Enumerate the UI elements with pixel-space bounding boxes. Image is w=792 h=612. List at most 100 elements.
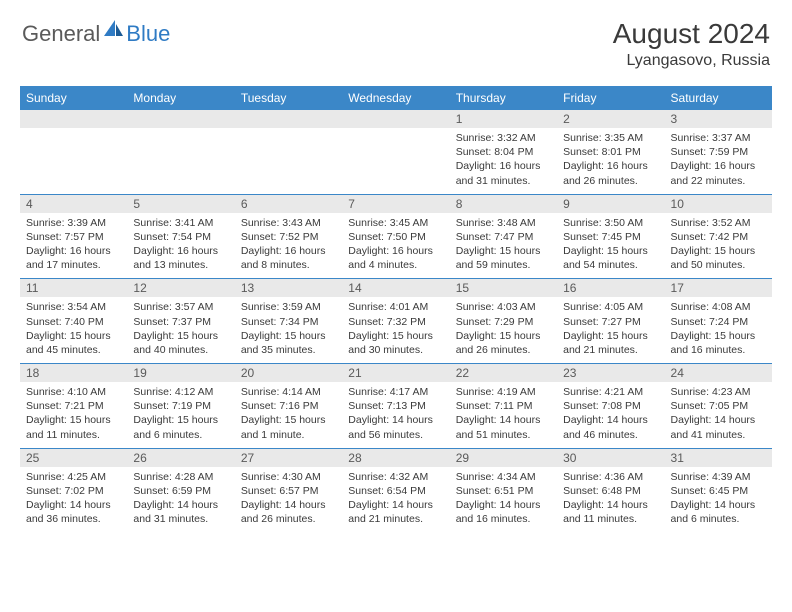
day-info-line: Daylight: 15 hours and 16 minutes. — [671, 329, 766, 357]
day-body: Sunrise: 3:32 AMSunset: 8:04 PMDaylight:… — [450, 128, 557, 194]
day-info-line: Daylight: 15 hours and 30 minutes. — [348, 329, 443, 357]
weekday-header: Tuesday — [235, 87, 342, 110]
day-number: 23 — [557, 364, 664, 382]
day-info-line: Sunset: 7:34 PM — [241, 315, 336, 329]
day-body: Sunrise: 4:10 AMSunset: 7:21 PMDaylight:… — [20, 382, 127, 448]
day-info-line: Sunset: 7:47 PM — [456, 230, 551, 244]
day-info-line: Sunset: 7:54 PM — [133, 230, 228, 244]
day-body: Sunrise: 4:14 AMSunset: 7:16 PMDaylight:… — [235, 382, 342, 448]
day-number: 13 — [235, 279, 342, 297]
day-info-line: Daylight: 15 hours and 21 minutes. — [563, 329, 658, 357]
day-body: Sunrise: 4:21 AMSunset: 7:08 PMDaylight:… — [557, 382, 664, 448]
logo-text-general: General — [22, 21, 100, 47]
day-info-line: Daylight: 14 hours and 26 minutes. — [241, 498, 336, 526]
day-body: Sunrise: 4:28 AMSunset: 6:59 PMDaylight:… — [127, 467, 234, 533]
day-cell: 6Sunrise: 3:43 AMSunset: 7:52 PMDaylight… — [235, 194, 342, 279]
day-info-line: Sunset: 7:32 PM — [348, 315, 443, 329]
calendar-week-row: 11Sunrise: 3:54 AMSunset: 7:40 PMDayligh… — [20, 279, 772, 364]
day-info-line: Sunrise: 4:12 AM — [133, 385, 228, 399]
day-cell: 24Sunrise: 4:23 AMSunset: 7:05 PMDayligh… — [665, 364, 772, 449]
logo-sail-icon — [102, 18, 124, 43]
day-info-line: Sunrise: 4:23 AM — [671, 385, 766, 399]
logo-text-blue: Blue — [126, 21, 170, 47]
day-body: Sunrise: 3:52 AMSunset: 7:42 PMDaylight:… — [665, 213, 772, 279]
day-body: Sunrise: 3:35 AMSunset: 8:01 PMDaylight:… — [557, 128, 664, 194]
day-info-line: Sunrise: 4:36 AM — [563, 470, 658, 484]
day-info-line: Sunset: 6:45 PM — [671, 484, 766, 498]
day-info-line: Sunset: 7:02 PM — [26, 484, 121, 498]
day-info-line: Sunrise: 4:05 AM — [563, 300, 658, 314]
day-info-line: Daylight: 14 hours and 16 minutes. — [456, 498, 551, 526]
day-body: Sunrise: 4:39 AMSunset: 6:45 PMDaylight:… — [665, 467, 772, 533]
day-number — [20, 110, 127, 128]
day-info-line: Sunset: 7:16 PM — [241, 399, 336, 413]
day-cell: 23Sunrise: 4:21 AMSunset: 7:08 PMDayligh… — [557, 364, 664, 449]
weekday-header: Friday — [557, 87, 664, 110]
day-cell: 27Sunrise: 4:30 AMSunset: 6:57 PMDayligh… — [235, 448, 342, 532]
location-label: Lyangasovo, Russia — [613, 52, 770, 70]
day-info-line: Sunset: 7:21 PM — [26, 399, 121, 413]
day-body: Sunrise: 4:12 AMSunset: 7:19 PMDaylight:… — [127, 382, 234, 448]
day-info-line: Sunset: 7:57 PM — [26, 230, 121, 244]
day-info-line: Sunrise: 4:28 AM — [133, 470, 228, 484]
weekday-header: Thursday — [450, 87, 557, 110]
day-info-line: Sunrise: 4:10 AM — [26, 385, 121, 399]
day-info-line: Sunset: 7:27 PM — [563, 315, 658, 329]
day-body — [127, 128, 234, 186]
day-number: 21 — [342, 364, 449, 382]
calendar-week-row: 25Sunrise: 4:25 AMSunset: 7:02 PMDayligh… — [20, 448, 772, 532]
day-number: 22 — [450, 364, 557, 382]
day-cell: 20Sunrise: 4:14 AMSunset: 7:16 PMDayligh… — [235, 364, 342, 449]
day-cell: 7Sunrise: 3:45 AMSunset: 7:50 PMDaylight… — [342, 194, 449, 279]
day-info-line: Sunrise: 3:50 AM — [563, 216, 658, 230]
day-cell: 3Sunrise: 3:37 AMSunset: 7:59 PMDaylight… — [665, 110, 772, 195]
day-number: 8 — [450, 195, 557, 213]
day-info-line: Sunrise: 3:57 AM — [133, 300, 228, 314]
page-header: General Blue August 2024 Lyangasovo, Rus… — [0, 0, 792, 78]
day-info-line: Sunset: 7:37 PM — [133, 315, 228, 329]
day-number: 9 — [557, 195, 664, 213]
day-body: Sunrise: 3:37 AMSunset: 7:59 PMDaylight:… — [665, 128, 772, 194]
day-info-line: Daylight: 15 hours and 59 minutes. — [456, 244, 551, 272]
day-cell: 31Sunrise: 4:39 AMSunset: 6:45 PMDayligh… — [665, 448, 772, 532]
day-info-line: Sunset: 7:45 PM — [563, 230, 658, 244]
day-info-line: Sunrise: 4:32 AM — [348, 470, 443, 484]
day-body: Sunrise: 4:03 AMSunset: 7:29 PMDaylight:… — [450, 297, 557, 363]
day-info-line: Daylight: 14 hours and 11 minutes. — [563, 498, 658, 526]
month-title: August 2024 — [613, 18, 770, 50]
day-info-line: Sunset: 6:57 PM — [241, 484, 336, 498]
day-cell: 26Sunrise: 4:28 AMSunset: 6:59 PMDayligh… — [127, 448, 234, 532]
day-info-line: Sunrise: 3:54 AM — [26, 300, 121, 314]
day-number: 3 — [665, 110, 772, 128]
day-number: 1 — [450, 110, 557, 128]
calendar-week-row: 4Sunrise: 3:39 AMSunset: 7:57 PMDaylight… — [20, 194, 772, 279]
day-info-line: Daylight: 16 hours and 8 minutes. — [241, 244, 336, 272]
day-info-line: Sunset: 7:11 PM — [456, 399, 551, 413]
day-cell: 17Sunrise: 4:08 AMSunset: 7:24 PMDayligh… — [665, 279, 772, 364]
day-info-line: Sunrise: 4:25 AM — [26, 470, 121, 484]
weekday-header: Saturday — [665, 87, 772, 110]
day-number: 30 — [557, 449, 664, 467]
day-number: 16 — [557, 279, 664, 297]
day-body — [20, 128, 127, 186]
day-cell: 22Sunrise: 4:19 AMSunset: 7:11 PMDayligh… — [450, 364, 557, 449]
day-info-line: Sunset: 6:54 PM — [348, 484, 443, 498]
day-info-line: Sunrise: 3:43 AM — [241, 216, 336, 230]
calendar-week-row: 18Sunrise: 4:10 AMSunset: 7:21 PMDayligh… — [20, 364, 772, 449]
day-number: 27 — [235, 449, 342, 467]
day-number: 24 — [665, 364, 772, 382]
day-info-line: Daylight: 16 hours and 26 minutes. — [563, 159, 658, 187]
day-cell: 29Sunrise: 4:34 AMSunset: 6:51 PMDayligh… — [450, 448, 557, 532]
day-info-line: Daylight: 15 hours and 1 minute. — [241, 413, 336, 441]
day-body: Sunrise: 4:32 AMSunset: 6:54 PMDaylight:… — [342, 467, 449, 533]
day-body: Sunrise: 3:48 AMSunset: 7:47 PMDaylight:… — [450, 213, 557, 279]
day-cell — [235, 110, 342, 195]
day-info-line: Daylight: 16 hours and 4 minutes. — [348, 244, 443, 272]
day-body: Sunrise: 4:05 AMSunset: 7:27 PMDaylight:… — [557, 297, 664, 363]
day-number: 5 — [127, 195, 234, 213]
day-info-line: Sunrise: 3:59 AM — [241, 300, 336, 314]
day-info-line: Daylight: 15 hours and 54 minutes. — [563, 244, 658, 272]
day-info-line: Daylight: 16 hours and 22 minutes. — [671, 159, 766, 187]
day-body: Sunrise: 4:30 AMSunset: 6:57 PMDaylight:… — [235, 467, 342, 533]
day-info-line: Sunset: 7:52 PM — [241, 230, 336, 244]
